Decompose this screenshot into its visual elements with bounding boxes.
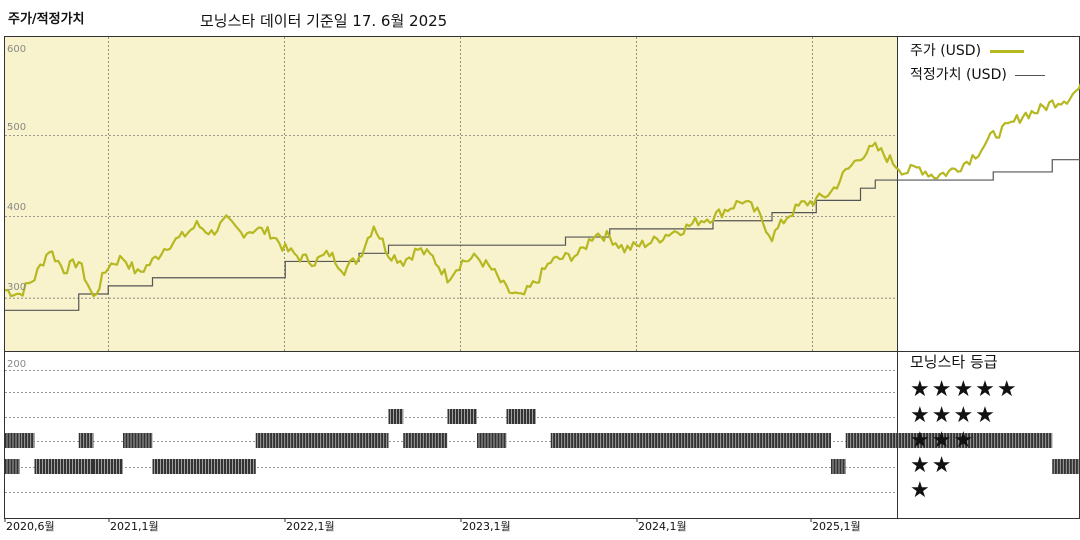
price-plot-area	[5, 37, 897, 351]
rating-bar-3-stars	[477, 433, 507, 448]
legend-label-price: 주가 (USD)	[910, 43, 982, 59]
rating-bar-hatch	[449, 409, 477, 424]
rating-bar-3-stars	[123, 433, 153, 448]
fair-value-line	[5, 159, 1080, 311]
rating-bar-hatch	[80, 433, 94, 448]
y-tick-label: 300	[7, 282, 26, 293]
rating-2-stars: ★★	[910, 453, 954, 478]
y-tick-label: 600	[7, 44, 26, 55]
rating-5-stars: ★★★★★	[910, 377, 1019, 402]
data-date-subtitle: 모닝스타 데이터 기준일 17. 6월 2025	[200, 12, 448, 30]
legend-item-price: 주가 (USD)	[910, 40, 1024, 60]
rating-bar-hatch	[847, 433, 1053, 448]
rating-title: 모닝스타 등급	[910, 353, 998, 371]
y-tick-label: 400	[7, 202, 26, 213]
rating-bar-hatch	[95, 459, 123, 474]
rating-bar-hatch	[832, 459, 846, 474]
rating-bar-hatch	[21, 433, 35, 448]
rating-bar-hatch	[257, 433, 388, 448]
x-tick-label: 2020,6월	[6, 520, 55, 533]
rating-bar-hatch	[390, 409, 403, 424]
legend-label-fair-value: 적정가치 (USD)	[910, 67, 1007, 83]
rating-bar-3-stars	[403, 433, 448, 448]
rating-bar-hatch	[1053, 459, 1079, 474]
rating-bar-hatch	[552, 433, 830, 448]
rating-bar-4-stars	[447, 409, 477, 424]
x-tick-label: 2021,1월	[110, 520, 159, 533]
rating-bar-hatch	[478, 433, 507, 448]
price-line	[5, 82, 1080, 298]
fair-value-swatch	[1015, 74, 1046, 76]
rating-bar-hatch	[508, 409, 536, 424]
x-tick-label: 2025,1월	[812, 520, 861, 533]
rating-bar-hatch	[404, 433, 448, 448]
rating-4-stars: ★★★★	[910, 403, 997, 428]
y-tick-label: 500	[7, 122, 26, 133]
rating-bar-hatch	[36, 459, 91, 474]
legend-panel: 주가 (USD) 적정가치 (USD) 모닝스타 등급 ★★★★★ ★★★★ ★…	[898, 36, 1080, 518]
rating-bar-hatch	[124, 433, 153, 448]
rating-bar-4-stars	[506, 409, 536, 424]
y-tick-label: 200	[7, 359, 26, 370]
chart-title: 주가/적정가치	[8, 12, 85, 27]
rating-bar-3-stars	[255, 433, 389, 448]
x-tick-label: 2022,1월	[286, 520, 335, 533]
rating-bar-hatch	[154, 459, 254, 474]
x-tick-label: 2023,1월	[462, 520, 511, 533]
rating-bar-hatch	[6, 459, 20, 474]
rating-3-stars: ★★★	[910, 428, 976, 453]
x-tick-label: 2024,1월	[638, 520, 687, 533]
rating-1-star: ★	[910, 478, 932, 503]
rating-bar-2-stars	[93, 459, 123, 474]
rating-bar-2-stars	[152, 459, 256, 474]
rating-bar-hatch	[6, 433, 20, 448]
legend-item-fair-value: 적정가치 (USD)	[910, 64, 1046, 84]
price-swatch	[989, 49, 1024, 53]
